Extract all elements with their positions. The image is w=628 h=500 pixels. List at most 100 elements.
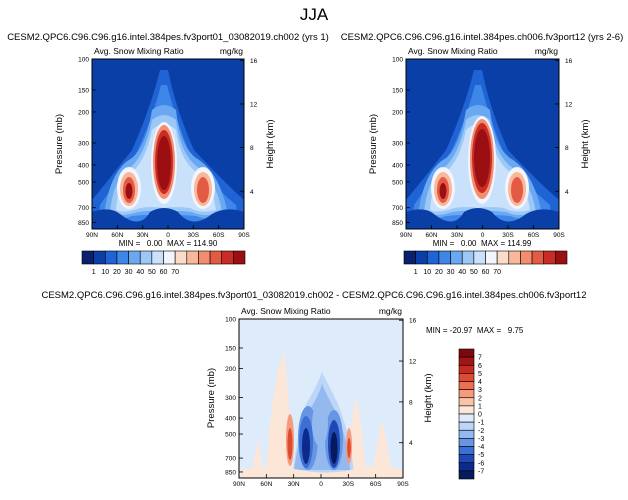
- x-ticks: 90N 60N 30N 0 30S 60S 90S: [86, 225, 250, 239]
- colorbar-label: 1: [478, 403, 482, 410]
- colorbar-label: 60: [160, 269, 168, 276]
- colorbar-swatch: [473, 250, 486, 265]
- panel-units: mg/kg: [220, 46, 243, 56]
- height-tick-label: 12: [565, 101, 573, 108]
- panel-left-string: Avg. Snow Mixing Ratio: [241, 306, 331, 316]
- colorbar-swatch: [233, 250, 246, 265]
- y-axis-label-right: Height (km): [580, 119, 591, 168]
- colorbar-label: -3: [478, 436, 484, 443]
- colorbar-swatch: [403, 250, 416, 265]
- min-max-stats: MIN = 0.00 MAX = 114.99: [433, 239, 532, 248]
- x-tick-label: 90N: [400, 232, 412, 239]
- y-tick-label: 150: [225, 345, 236, 352]
- height-tick-label: 16: [409, 318, 417, 325]
- colorbar-swatch: [458, 389, 475, 399]
- colorbar-swatch: [458, 397, 475, 407]
- colorbar-swatch: [458, 364, 475, 374]
- colorbar-swatch: [458, 438, 475, 447]
- colorbar-swatch: [174, 250, 188, 265]
- colorbar-swatch: [104, 250, 118, 265]
- contour-field: [239, 319, 403, 478]
- x-tick-label: 0: [166, 232, 170, 239]
- panel-top-right: CESM2.QPC6.C96.C96.g16.intel.384pes.ch00…: [341, 32, 624, 248]
- x-tick-label: 30S: [188, 232, 200, 239]
- y-tick-label: 150: [78, 87, 89, 94]
- colorbar-swatch: [461, 250, 475, 265]
- colorbar-left: 1 10 20 30 40 50 60 70: [81, 250, 246, 276]
- colorbar-label: 10: [423, 269, 431, 276]
- colorbar-label: 40: [458, 269, 466, 276]
- panel-left-string: Avg. Snow Mixing Ratio: [94, 46, 184, 56]
- panel-difference: CESM2.QPC6.C96.C96.g16.intel.384pes.fv3p…: [41, 290, 586, 488]
- y-tick-label: 400: [78, 162, 89, 169]
- colorbar-label: 50: [148, 269, 156, 276]
- colorbar-label: 20: [435, 269, 443, 276]
- colorbar-swatch: [209, 250, 223, 265]
- x-tick-label: 0: [481, 232, 485, 239]
- height-tick-label: 8: [565, 145, 569, 152]
- colorbar-label: -4: [478, 444, 484, 451]
- colorbar-swatch: [458, 405, 475, 415]
- colorbar-swatch: [116, 250, 129, 265]
- colorbar-swatch: [543, 250, 556, 265]
- y-tick-label: 200: [78, 109, 89, 116]
- height-tick-label: 16: [250, 58, 258, 65]
- panel-title: CESM2.QPC6.C96.C96.g16.intel.384pes.fv3p…: [41, 290, 586, 301]
- colorbar-swatch: [458, 356, 475, 366]
- y-tick-label: 100: [78, 57, 89, 64]
- min-max-stats: MIN = 0.00 MAX = 114.90: [119, 239, 218, 248]
- colorbar-label: 30: [125, 269, 133, 276]
- colorbar-swatch: [520, 250, 533, 265]
- x-tick-label: 30N: [451, 232, 463, 239]
- colorbar-label: 70: [493, 269, 501, 276]
- y-tick-label: 300: [78, 140, 89, 147]
- x-tick-label: 90S: [553, 232, 565, 239]
- colorbar-label: 4: [478, 379, 482, 386]
- colorbar-label: -2: [478, 428, 484, 435]
- height-tick-label: 8: [409, 399, 413, 406]
- y-ticks: 100 150 200 300 400 500 700 850: [392, 57, 410, 227]
- height-tick-label: 12: [250, 101, 258, 108]
- colorbar-swatch: [458, 421, 475, 431]
- colorbar-label: 10: [101, 269, 109, 276]
- colorbar-label: 60: [482, 269, 490, 276]
- colorbar-swatch: [198, 250, 211, 265]
- height-tick-label: 8: [250, 145, 254, 152]
- colorbar-swatch: [221, 250, 234, 265]
- height-ticks: 16 12 8 4: [555, 58, 573, 196]
- colorbar-label: 5: [478, 371, 482, 378]
- x-tick-label: 60S: [370, 481, 382, 488]
- y-tick-label: 700: [392, 205, 403, 212]
- y-tick-label: 500: [392, 179, 403, 186]
- min-max-stats: MIN = -20.97 MAX = 9.75: [426, 326, 524, 335]
- figure-title: JJA: [300, 5, 329, 24]
- panel-title: CESM2.QPC6.C96.C96.g16.intel.384pes.fv3p…: [7, 32, 329, 43]
- colorbar-label: -6: [478, 460, 484, 467]
- colorbar-label: 20: [113, 269, 121, 276]
- y-tick-label: 700: [225, 456, 236, 463]
- colorbar-label: 7: [478, 355, 482, 362]
- height-tick-label: 4: [565, 189, 569, 196]
- x-tick-label: 60S: [528, 232, 540, 239]
- y-tick-label: 400: [225, 416, 236, 423]
- colorbar-swatch: [186, 250, 199, 265]
- y-tick-label: 200: [392, 109, 403, 116]
- y-tick-label: 400: [392, 162, 403, 169]
- x-tick-label: 30N: [288, 481, 300, 488]
- colorbar-right: 1 10 20 30 40 50 60 70: [403, 250, 568, 276]
- colorbar-swatch: [458, 454, 475, 464]
- x-tick-label: 60S: [213, 232, 225, 239]
- colorbar-swatch: [415, 250, 428, 265]
- colorbar-swatch: [496, 250, 510, 265]
- y-axis-label: Pressure (mb): [368, 114, 379, 174]
- y-tick-label: 500: [225, 432, 236, 439]
- colorbar-swatch: [485, 250, 498, 265]
- x-tick-label: 30S: [343, 481, 355, 488]
- colorbar-label: 2: [478, 395, 482, 402]
- colorbar-label: -7: [478, 468, 484, 475]
- colorbar-label: 6: [478, 363, 482, 370]
- y-axis-label-right: Height (km): [265, 119, 276, 168]
- colorbar-label: -1: [478, 420, 484, 427]
